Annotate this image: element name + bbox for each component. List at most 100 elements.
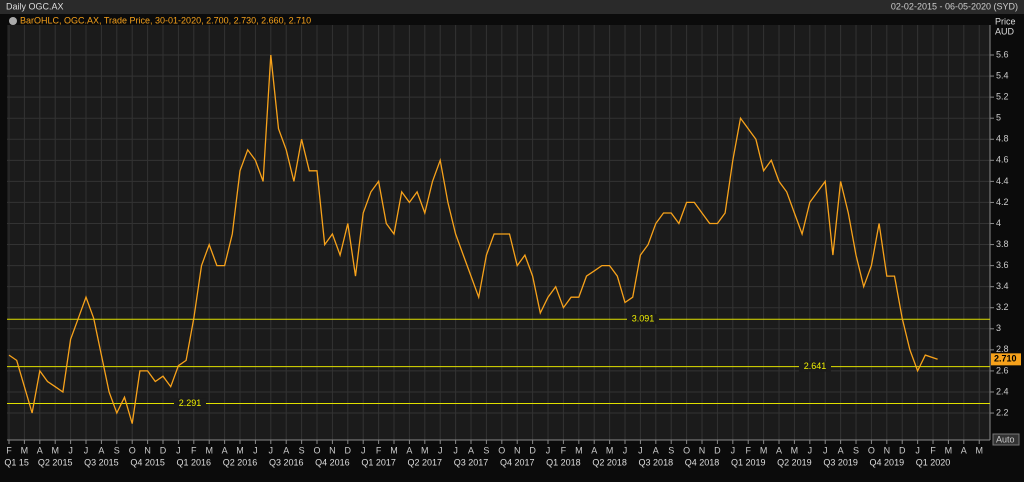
x-tick-label: N: [329, 445, 336, 455]
y-tick-label: 3.8: [996, 239, 1009, 249]
x-tick-label: N: [699, 445, 706, 455]
quarter-label: Q4 2016: [315, 457, 350, 467]
x-tick-label: N: [144, 445, 151, 455]
x-tick-label: M: [791, 445, 799, 455]
last-price-label: 2.710: [994, 354, 1017, 364]
scale-button[interactable]: [992, 433, 1020, 446]
quarter-label: Q3 2018: [639, 457, 674, 467]
plot-area: [7, 25, 990, 440]
x-tick-label: J: [253, 445, 258, 455]
x-tick-label: M: [236, 445, 244, 455]
x-tick-label: A: [961, 445, 967, 455]
x-tick-label: M: [21, 445, 29, 455]
last-price-box: [991, 353, 1021, 366]
x-tick-label: M: [975, 445, 983, 455]
y-tick-label: 2.2: [996, 407, 1009, 417]
x-tick-label: A: [283, 445, 289, 455]
x-tick-label: O: [129, 445, 136, 455]
quarter-label: Q3 2017: [454, 457, 489, 467]
x-tick-label: A: [37, 445, 43, 455]
level-label: 2.291: [179, 398, 202, 408]
y-axis-unit: AUD: [995, 26, 1015, 36]
x-tick-label: J: [176, 445, 181, 455]
quarter-label: Q2 2018: [592, 457, 627, 467]
x-tick-label: J: [623, 445, 628, 455]
quarter-label: Q4 2015: [130, 457, 165, 467]
x-tick-label: N: [884, 445, 891, 455]
level-label: 2.641: [804, 361, 827, 371]
y-tick-label: 5.2: [996, 92, 1009, 102]
y-tick-label: 2.6: [996, 365, 1009, 375]
price-line: [8, 54, 938, 424]
y-tick-label: 4.2: [996, 197, 1009, 207]
x-tick-label: O: [498, 445, 505, 455]
scale-button-label[interactable]: Auto: [996, 434, 1015, 444]
quarter-label: Q4 2019: [870, 457, 905, 467]
quarter-label: Q3 2019: [823, 457, 858, 467]
x-tick-label: A: [653, 445, 659, 455]
x-tick-label: F: [930, 445, 936, 455]
level-label-bg: [174, 398, 206, 409]
y-tick-label: 2.8: [996, 344, 1009, 354]
quarter-label: Q4 2018: [685, 457, 720, 467]
chart-title: Daily OGC.AX: [6, 1, 64, 11]
level-label-bg: [627, 314, 659, 325]
quarter-label: Q1 15: [4, 457, 29, 467]
y-tick-label: 4.6: [996, 155, 1009, 165]
x-tick-label: M: [575, 445, 583, 455]
y-tick-label: 3.2: [996, 302, 1009, 312]
y-tick-label: 2.4: [996, 386, 1009, 396]
x-tick-label: D: [529, 445, 536, 455]
y-tick-label: 4.8: [996, 134, 1009, 144]
x-tick-label: J: [546, 445, 551, 455]
quarter-label: Q4 2017: [500, 457, 535, 467]
quarter-label: Q2 2017: [408, 457, 443, 467]
x-tick-label: A: [222, 445, 228, 455]
x-tick-label: A: [838, 445, 844, 455]
x-tick-label: M: [390, 445, 398, 455]
x-tick-label: J: [453, 445, 458, 455]
x-tick-label: S: [853, 445, 859, 455]
y-tick-label: 5.4: [996, 70, 1009, 80]
x-tick-label: F: [561, 445, 567, 455]
x-tick-label: F: [6, 445, 12, 455]
x-tick-label: F: [191, 445, 197, 455]
x-tick-label: J: [438, 445, 443, 455]
quarter-label: Q1 2020: [916, 457, 951, 467]
date-range: 02-02-2015 - 06-05-2020 (SYD): [891, 1, 1018, 11]
y-tick-label: 4.4: [996, 176, 1009, 186]
x-tick-label: J: [84, 445, 89, 455]
x-tick-label: J: [68, 445, 73, 455]
quarter-label: Q3 2015: [84, 457, 119, 467]
title-bar: [0, 0, 1024, 14]
quarter-label: Q2 2016: [223, 457, 258, 467]
quarter-label: Q1 2018: [546, 457, 581, 467]
x-tick-label: A: [776, 445, 782, 455]
x-tick-label: J: [915, 445, 920, 455]
x-tick-label: M: [205, 445, 213, 455]
quarter-label: Q2 2019: [777, 457, 812, 467]
y-tick-label: 3: [996, 323, 1001, 333]
level-label-bg: [799, 361, 831, 372]
y-axis-label: Price: [995, 16, 1016, 26]
legend-icon[interactable]: [9, 17, 17, 25]
x-tick-label: D: [899, 445, 906, 455]
x-tick-label: F: [745, 445, 751, 455]
x-tick-label: A: [406, 445, 412, 455]
level-label: 3.091: [632, 314, 655, 324]
y-tick-label: 5: [996, 113, 1001, 123]
x-tick-label: D: [345, 445, 352, 455]
x-tick-label: S: [114, 445, 120, 455]
x-tick-label: M: [945, 445, 953, 455]
quarter-label: Q1 2016: [177, 457, 212, 467]
x-tick-label: O: [313, 445, 320, 455]
x-tick-label: J: [823, 445, 828, 455]
x-tick-label: N: [514, 445, 521, 455]
x-tick-label: S: [668, 445, 674, 455]
x-tick-label: S: [299, 445, 305, 455]
y-tick-label: 3.6: [996, 260, 1009, 270]
x-tick-label: J: [731, 445, 736, 455]
x-tick-label: M: [760, 445, 768, 455]
